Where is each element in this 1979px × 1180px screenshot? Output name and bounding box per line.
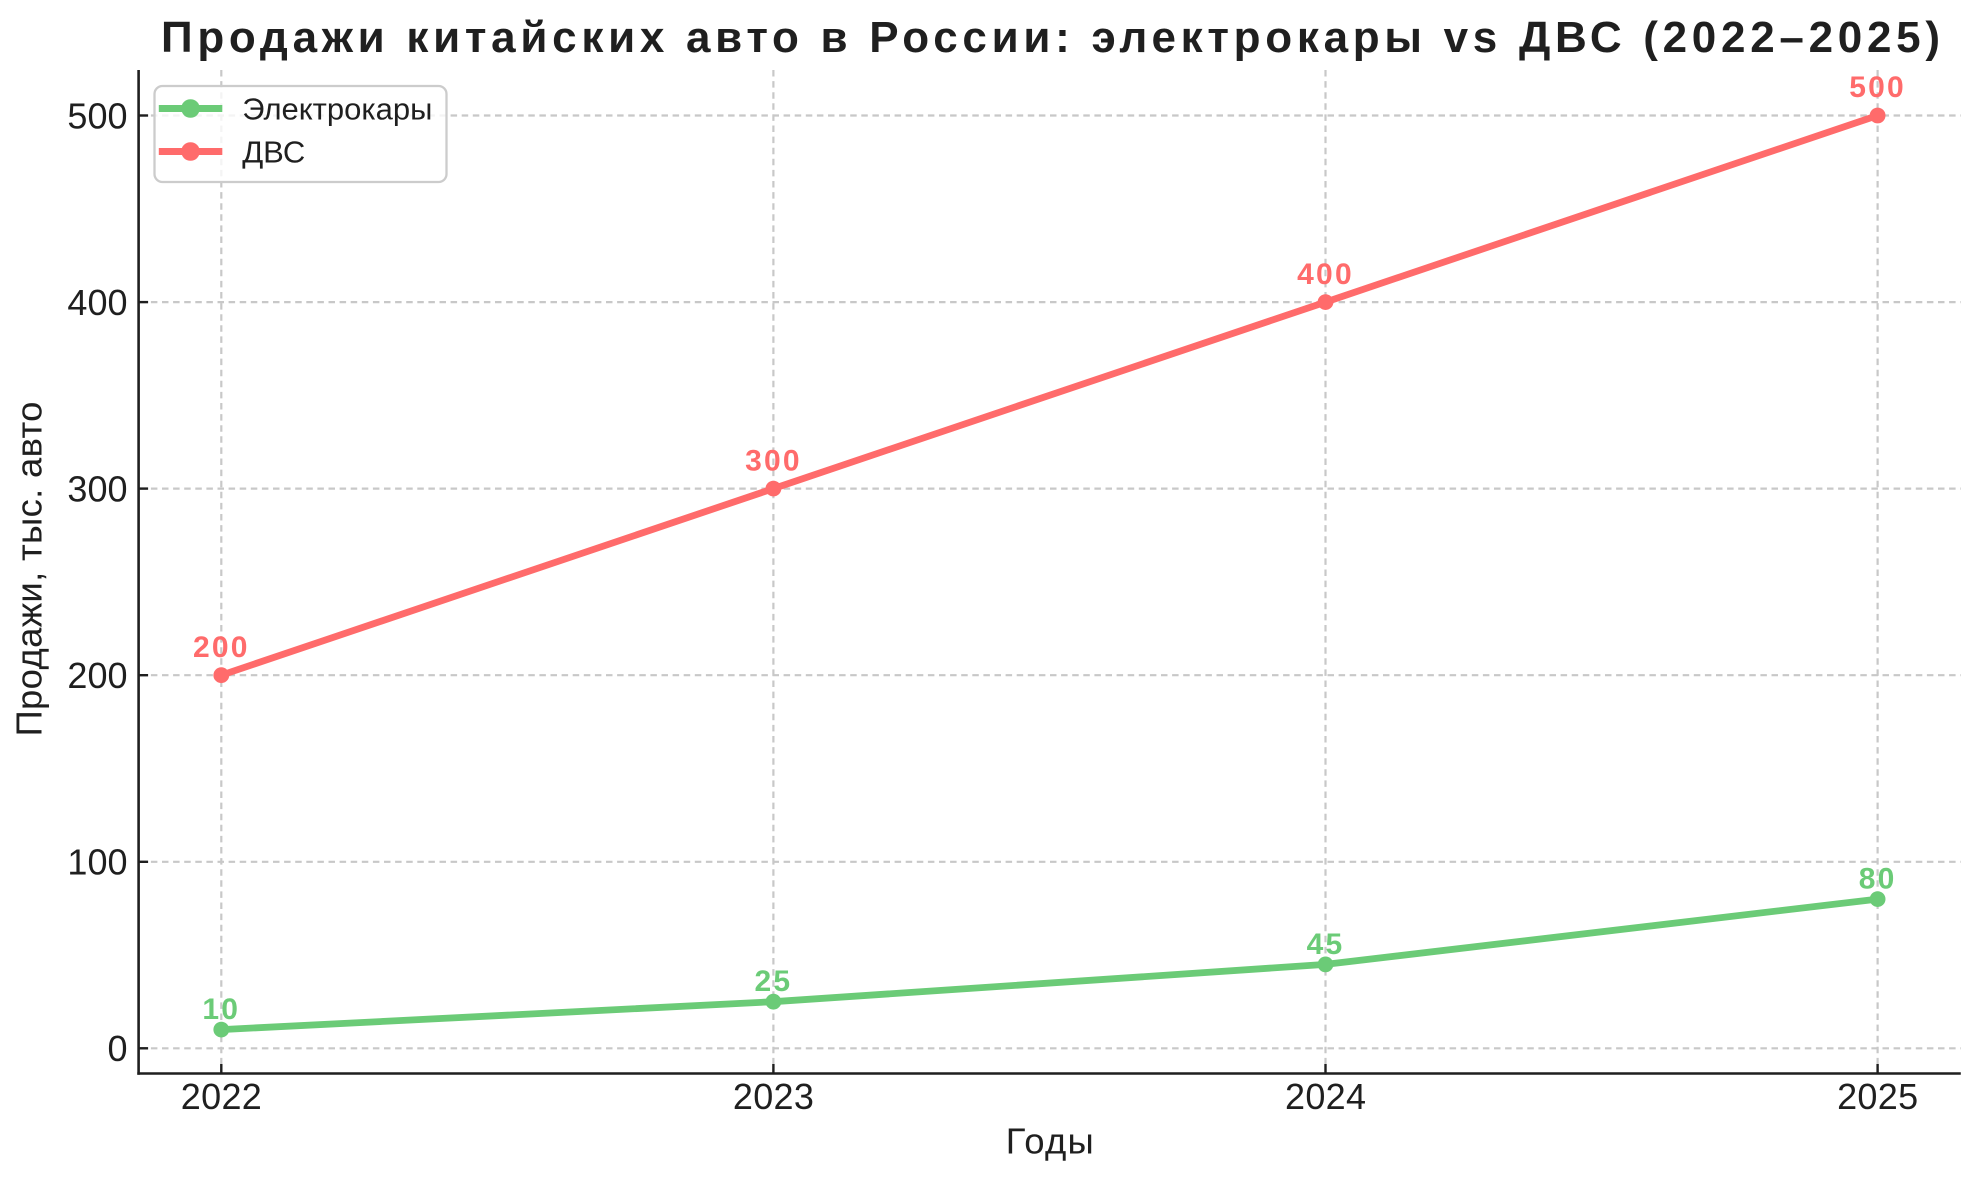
svg-text:2022: 2022 <box>181 1076 262 1117</box>
svg-text:200: 200 <box>67 655 127 696</box>
svg-text:45: 45 <box>1307 928 1345 961</box>
svg-text:2025: 2025 <box>1837 1076 1918 1117</box>
svg-text:200: 200 <box>193 631 250 664</box>
svg-text:500: 500 <box>1849 71 1906 104</box>
svg-text:300: 300 <box>745 444 802 477</box>
svg-text:500: 500 <box>67 95 127 136</box>
svg-text:ДВС: ДВС <box>242 135 305 170</box>
svg-text:Продажи, тыс. авто: Продажи, тыс. авто <box>9 402 50 737</box>
svg-text:10: 10 <box>202 993 240 1026</box>
svg-text:0: 0 <box>107 1028 127 1069</box>
svg-text:100: 100 <box>67 842 127 883</box>
svg-text:300: 300 <box>67 469 127 510</box>
svg-text:400: 400 <box>1297 258 1354 291</box>
svg-text:25: 25 <box>755 965 793 998</box>
svg-text:Годы: Годы <box>1006 1120 1094 1161</box>
svg-text:2024: 2024 <box>1285 1076 1366 1117</box>
svg-text:400: 400 <box>67 282 127 323</box>
svg-text:80: 80 <box>1859 863 1897 896</box>
svg-text:2023: 2023 <box>733 1076 814 1117</box>
svg-text:Электрокары: Электрокары <box>242 92 432 127</box>
